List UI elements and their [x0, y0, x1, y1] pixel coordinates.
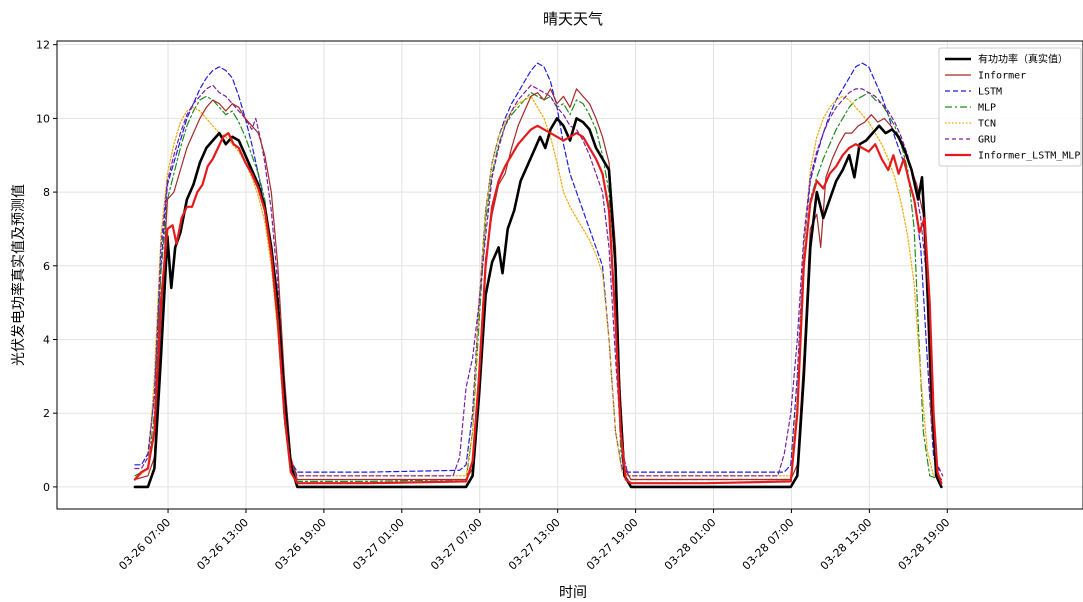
legend-label: GRU	[978, 135, 996, 146]
x-tick-label: 03-27 19:00	[584, 516, 641, 573]
series-line-informer	[134, 88, 942, 481]
x-tick-label: 03-28 13:00	[818, 516, 875, 573]
legend-box	[938, 47, 1082, 167]
legend-label: 有功功率（真实值）	[978, 53, 1068, 66]
x-tick-label: 03-28 19:00	[896, 516, 953, 573]
x-tick-label: 03-27 01:00	[350, 516, 407, 573]
plot-frame	[56, 40, 1083, 510]
legend-label: Informer_LSTM_MLP	[978, 151, 1080, 162]
legend-label: MLP	[978, 103, 996, 114]
series-line-actual	[133, 117, 943, 489]
x-tick-label: 03-26 13:00	[194, 516, 251, 573]
x-tick-label: 03-26 07:00	[116, 516, 173, 573]
x-tick-label: 03-27 13:00	[506, 516, 563, 573]
legend: 有功功率（真实值） Informer LSTM MLP TCN GRU Informer_L…	[938, 47, 1082, 167]
y-axis: 0 2 4 6 8 10 12	[36, 39, 57, 494]
chart-title: 晴天天气	[543, 10, 603, 28]
x-tick-label: 03-27 07:00	[428, 516, 485, 573]
y-tick-label: 10	[36, 112, 50, 125]
y-tick-label: 8	[43, 186, 50, 199]
x-tick-label: 03-28 07:00	[740, 516, 797, 573]
y-tick-label: 0	[43, 481, 50, 494]
y-tick-label: 12	[36, 39, 50, 52]
x-axis: 03-26 07:00 03-26 13:00 03-26 19:00 03-27 0…	[116, 509, 952, 573]
y-tick-label: 4	[43, 333, 50, 346]
series-line-informer-lstm-mlp	[133, 124, 943, 485]
series-line-mlp	[134, 92, 941, 482]
legend-label: LSTM	[978, 87, 1002, 98]
series-line-gru	[134, 84, 944, 477]
y-axis-label: 光伏发电功率真实值及预测值	[10, 184, 27, 366]
plot-area	[56, 40, 1083, 510]
series-line-tcn	[134, 95, 941, 481]
legend-label: Informer	[978, 71, 1026, 82]
series-line-lstm	[134, 62, 941, 473]
x-tick-label: 03-28 01:00	[662, 516, 719, 573]
grid	[57, 41, 1083, 509]
y-tick-label: 2	[43, 407, 50, 420]
legend-label: TCN	[978, 119, 996, 130]
y-tick-label: 6	[43, 260, 50, 273]
x-tick-label: 03-26 19:00	[272, 516, 329, 573]
x-axis-label: 时间	[559, 585, 587, 601]
